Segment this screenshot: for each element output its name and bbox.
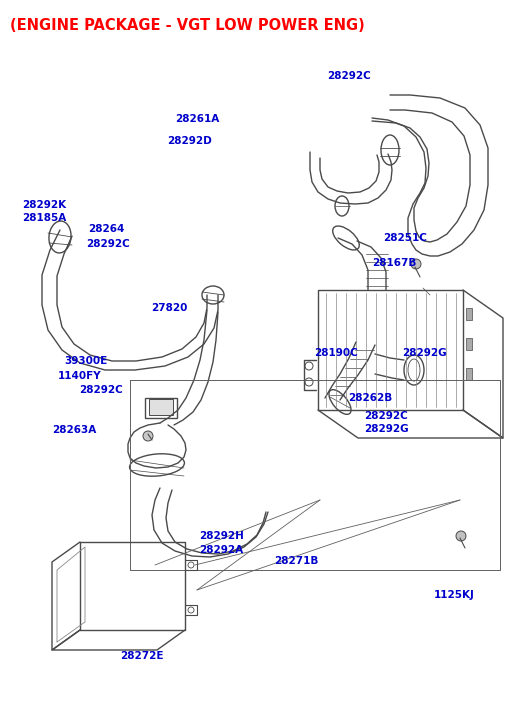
Text: 1140FY: 1140FY — [57, 371, 101, 381]
Text: 28167B: 28167B — [372, 258, 417, 268]
Text: 28263A: 28263A — [52, 425, 96, 435]
Text: 28264: 28264 — [88, 224, 124, 234]
Circle shape — [411, 259, 421, 269]
Text: (ENGINE PACKAGE - VGT LOW POWER ENG): (ENGINE PACKAGE - VGT LOW POWER ENG) — [10, 18, 365, 33]
Text: 1125KJ: 1125KJ — [434, 590, 475, 600]
Text: 28271B: 28271B — [274, 556, 318, 566]
Text: 28292A: 28292A — [200, 545, 244, 555]
Text: 28185A: 28185A — [22, 213, 66, 223]
Text: 39300E: 39300E — [64, 356, 107, 366]
Bar — [466, 338, 472, 350]
Bar — [466, 308, 472, 320]
Text: 28262B: 28262B — [348, 393, 393, 403]
Text: 28292H: 28292H — [200, 531, 244, 541]
Text: 28292D: 28292D — [168, 136, 212, 146]
Text: 28272E: 28272E — [120, 651, 163, 661]
Text: 28190C: 28190C — [314, 348, 358, 358]
Text: 28292K: 28292K — [22, 200, 66, 210]
Text: 28261A: 28261A — [176, 114, 220, 124]
Text: 27820: 27820 — [152, 303, 188, 313]
Text: 28292C: 28292C — [86, 239, 130, 249]
Text: 28292C: 28292C — [79, 385, 122, 395]
Circle shape — [456, 531, 466, 541]
Text: 28292C: 28292C — [364, 411, 408, 421]
Bar — [149, 399, 173, 415]
Circle shape — [143, 431, 153, 441]
Bar — [145, 398, 177, 418]
Text: 28292G: 28292G — [364, 424, 409, 434]
Text: 28292C: 28292C — [327, 71, 371, 81]
Text: 28251C: 28251C — [383, 233, 427, 244]
Bar — [466, 368, 472, 380]
Text: 28292G: 28292G — [402, 348, 446, 358]
